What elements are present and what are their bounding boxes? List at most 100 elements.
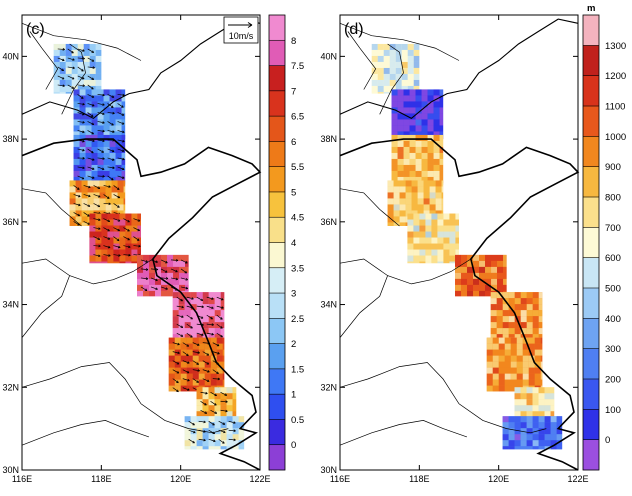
data-cell (232, 405, 237, 412)
wind-vector-head (223, 430, 226, 434)
data-cell (528, 349, 535, 356)
data-cell (492, 379, 499, 386)
data-cell (467, 278, 474, 285)
wind-vector (73, 185, 80, 190)
colorbar-label: 500 (605, 284, 621, 295)
data-cell (498, 373, 505, 380)
data-cell (85, 158, 92, 165)
wind-vector-head (71, 76, 75, 80)
data-cell (81, 198, 88, 205)
data-cell (204, 373, 211, 380)
data-cell (59, 79, 66, 86)
wind-vector-head (97, 204, 101, 208)
colorbar-swatch (583, 136, 599, 167)
wind-vector (220, 391, 227, 396)
data-cell (407, 225, 414, 232)
data-cell (473, 254, 480, 261)
wind-vector-head (180, 298, 183, 302)
wind-vector-head (102, 157, 105, 160)
wind-vector-head (222, 441, 225, 444)
data-cell (491, 254, 498, 261)
data-cell (425, 219, 432, 226)
data-cell (95, 73, 102, 80)
data-cell (389, 61, 396, 68)
colorbar-label: 4 (291, 238, 296, 249)
data-cell (109, 131, 116, 138)
data-cell (540, 373, 543, 380)
data-cell (71, 73, 78, 80)
data-cell (103, 146, 110, 153)
data-cell (419, 249, 426, 256)
data-cell (123, 210, 126, 217)
data-cell (397, 164, 404, 171)
wind-vector-head (211, 297, 214, 300)
data-cell (103, 113, 110, 120)
data-cell (496, 334, 503, 338)
data-cell (109, 125, 116, 132)
data-cell (391, 95, 398, 102)
data-cell (208, 393, 215, 400)
wind-vector (103, 218, 110, 222)
data-cell (65, 91, 72, 94)
data-cell (403, 95, 410, 102)
wind-vector (107, 148, 115, 152)
data-cell (79, 176, 86, 183)
data-cell (485, 272, 492, 279)
wind-vector-head (122, 93, 125, 97)
wind-vector (87, 48, 94, 53)
y-tick-label: 40N (320, 51, 337, 61)
data-cell (538, 310, 543, 317)
wind-vector (160, 286, 168, 290)
data-cell (168, 343, 175, 350)
data-cell (121, 89, 126, 96)
data-cell (87, 186, 94, 193)
colorbar-swatch (269, 343, 285, 370)
data-cell (117, 210, 124, 217)
wind-vector-head (102, 129, 105, 133)
data-cell (202, 316, 209, 323)
data-cell (520, 292, 527, 299)
data-cell (220, 399, 227, 406)
data-cell (492, 367, 499, 374)
data-cell (508, 428, 515, 435)
data-cell (95, 219, 102, 226)
wind-vector (87, 166, 95, 170)
data-cell (131, 231, 138, 238)
data-cell (208, 440, 215, 447)
data-cell (109, 152, 116, 159)
wind-vector (97, 94, 105, 96)
wind-vector (103, 236, 111, 240)
data-cell (103, 158, 110, 165)
data-cell (413, 219, 420, 226)
wind-vector (160, 259, 168, 264)
data-cell (407, 213, 414, 220)
data-cell (69, 192, 76, 199)
data-cell (214, 393, 221, 400)
data-cell (97, 119, 104, 126)
province-border (21, 188, 82, 227)
data-cell (77, 43, 84, 50)
data-cell (389, 43, 396, 50)
data-cell (439, 158, 444, 165)
data-cell (502, 440, 509, 447)
wind-vector (93, 227, 101, 230)
wind-vector (180, 268, 187, 274)
data-cell (103, 89, 110, 96)
data-cell (439, 125, 444, 132)
data-cell (544, 411, 551, 418)
data-cell (91, 140, 98, 147)
data-cell (409, 107, 416, 114)
data-cell (196, 298, 203, 305)
data-cell (532, 446, 539, 450)
data-cell (105, 198, 112, 205)
data-cell (208, 304, 215, 311)
data-cell (397, 113, 404, 120)
wind-vector (192, 360, 199, 365)
data-cell (186, 355, 193, 362)
x-tick-label: 120E (170, 474, 191, 484)
data-cell (196, 440, 203, 447)
data-cell (190, 434, 197, 441)
colorbar-label: 6.5 (291, 112, 304, 123)
data-cell (433, 134, 440, 141)
panel-label: (c) (26, 21, 45, 38)
